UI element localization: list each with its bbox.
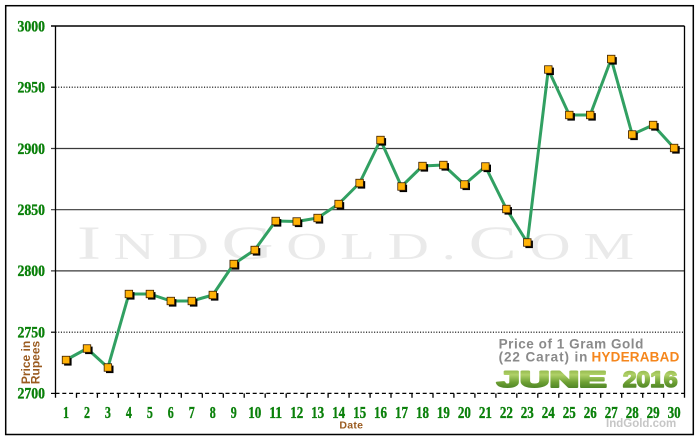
svg-text:5: 5 bbox=[147, 403, 153, 422]
svg-text:2016: 2016 bbox=[623, 367, 678, 392]
svg-text:20: 20 bbox=[458, 403, 471, 422]
svg-text:12: 12 bbox=[290, 403, 303, 422]
svg-text:2900: 2900 bbox=[18, 141, 46, 158]
svg-text:1: 1 bbox=[63, 403, 69, 422]
svg-text:14: 14 bbox=[332, 403, 345, 422]
svg-text:21: 21 bbox=[479, 403, 492, 422]
svg-text:(22 Carat) in HYDERABAD: (22 Carat) in HYDERABAD bbox=[499, 349, 680, 364]
svg-text:Price in: Price in bbox=[19, 341, 33, 384]
svg-text:2800: 2800 bbox=[18, 263, 46, 280]
svg-text:23: 23 bbox=[521, 403, 534, 422]
svg-text:22: 22 bbox=[500, 403, 513, 422]
svg-text:INDGOLD.COM: INDGOLD.COM bbox=[77, 216, 647, 269]
svg-text:Date: Date bbox=[339, 420, 363, 432]
svg-text:10: 10 bbox=[248, 403, 261, 422]
svg-text:28: 28 bbox=[626, 403, 639, 422]
svg-text:2950: 2950 bbox=[18, 80, 46, 97]
svg-text:IndGold.com: IndGold.com bbox=[606, 418, 676, 430]
svg-text:2: 2 bbox=[84, 403, 90, 422]
svg-text:2750: 2750 bbox=[18, 325, 46, 342]
svg-text:26: 26 bbox=[584, 403, 597, 422]
svg-text:19: 19 bbox=[437, 403, 450, 422]
svg-text:3000: 3000 bbox=[18, 18, 46, 35]
svg-text:4: 4 bbox=[126, 403, 132, 422]
svg-text:7: 7 bbox=[189, 403, 195, 422]
svg-text:27: 27 bbox=[605, 403, 618, 422]
svg-text:25: 25 bbox=[563, 403, 576, 422]
svg-text:JUNE: JUNE bbox=[497, 367, 607, 392]
svg-text:6: 6 bbox=[168, 403, 174, 422]
svg-text:9: 9 bbox=[231, 403, 237, 422]
svg-text:30: 30 bbox=[668, 403, 681, 422]
svg-text:24: 24 bbox=[542, 403, 555, 422]
svg-text:29: 29 bbox=[647, 403, 660, 422]
svg-text:Rupees: Rupees bbox=[29, 341, 43, 385]
svg-text:8: 8 bbox=[210, 403, 216, 422]
svg-text:2850: 2850 bbox=[18, 202, 46, 219]
svg-text:3: 3 bbox=[105, 403, 111, 422]
svg-text:13: 13 bbox=[311, 403, 324, 422]
svg-text:16: 16 bbox=[374, 403, 387, 422]
svg-text:18: 18 bbox=[416, 403, 429, 422]
svg-text:Price of 1 Gram Gold: Price of 1 Gram Gold bbox=[499, 336, 644, 351]
svg-text:11: 11 bbox=[269, 403, 282, 422]
svg-text:15: 15 bbox=[353, 403, 366, 422]
svg-text:17: 17 bbox=[395, 403, 408, 422]
svg-text:2700: 2700 bbox=[18, 386, 46, 403]
